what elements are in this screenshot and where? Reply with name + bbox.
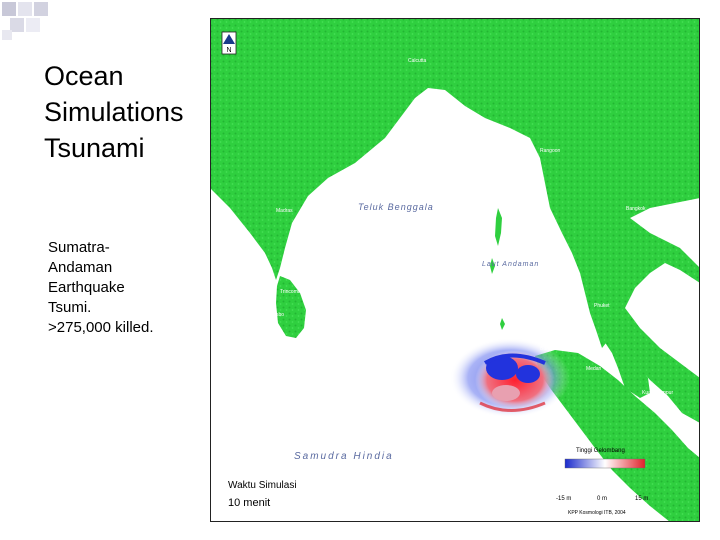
title-line: Ocean — [44, 61, 124, 91]
body-line: Sumatra- — [48, 239, 110, 256]
land-andaman-islands — [490, 208, 505, 330]
label-city-phuket: Phuket — [594, 303, 610, 309]
land-sumatra — [535, 350, 700, 522]
simulation-time-value: 10 menit — [228, 497, 271, 509]
tsunami-wave-field — [450, 338, 570, 418]
svg-text:N: N — [226, 47, 231, 54]
label-city-bangkok: Bangkok — [626, 206, 646, 212]
land-malay-peninsula — [610, 308, 700, 423]
title-line: Tsunami — [44, 133, 145, 163]
map-canvas: N Teluk Benggala Laut Andaman Samudra Hi… — [210, 18, 700, 522]
label-city-trincomalee: Trincomalee — [280, 289, 308, 295]
label-laut-andaman: Laut Andaman — [482, 261, 539, 268]
land-sri-lanka — [276, 276, 306, 338]
wave-height-legend: Tinggi Gelombang -15 m 0 m 15 m KPP Kosm… — [556, 448, 648, 516]
label-samudra-hindia: Samudra Hindia — [294, 451, 394, 462]
slide-corner-decoration — [2, 2, 48, 40]
north-arrow-icon: N — [221, 31, 237, 55]
map-frame — [210, 18, 700, 522]
slide-body-text: Sumatra- Andaman Earthquake Tsumi. >275,… — [48, 238, 154, 338]
legend-color-bar — [564, 458, 646, 469]
label-teluk-benggala: Teluk Benggala — [358, 202, 434, 212]
tsunami-simulation-map: N Teluk Benggala Laut Andaman Samudra Hi… — [210, 18, 700, 522]
legend-max: 15 m — [635, 496, 648, 502]
slide-title: Ocean Simulations Tsunami — [44, 58, 184, 166]
legend-mid: 0 m — [597, 496, 607, 502]
legend-min: -15 m — [556, 496, 571, 502]
body-line: >275,000 killed. — [48, 319, 154, 336]
body-line: Earthquake — [48, 279, 125, 296]
legend-title: Tinggi Gelombang — [576, 448, 625, 454]
label-city-calcutta: Calcutta — [408, 58, 427, 64]
label-city-kuala-lumpur: Kuala Lumpur — [642, 390, 673, 396]
body-line: Andaman — [48, 259, 113, 276]
label-city-colombo: Colombo — [264, 312, 284, 318]
legend-credit: KPP Kosmologi ITB, 2004 — [568, 510, 626, 516]
label-city-banda-aceh: Banda Aceh — [540, 346, 567, 352]
simulation-time-label: Waktu Simulasi — [228, 480, 297, 491]
body-line: Tsumi. — [48, 299, 92, 316]
label-city-medan: Medan — [586, 366, 602, 372]
label-city-rangoon: Rangoon — [540, 148, 561, 154]
title-line: Simulations — [44, 97, 184, 127]
land-mainland — [210, 18, 700, 522]
label-city-madras: Madras — [276, 208, 293, 214]
